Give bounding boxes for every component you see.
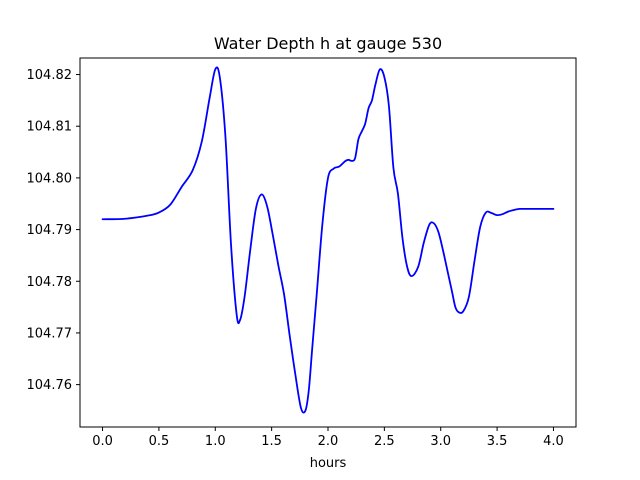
y-tick-label: 104.78	[27, 275, 73, 290]
y-tick-label: 104.76	[27, 378, 73, 393]
chart-title: Water Depth h at gauge 530	[214, 34, 442, 53]
y-tick-label: 104.82	[27, 68, 73, 83]
y-tick-label: 104.79	[27, 223, 73, 238]
x-tick-label: 3.0	[430, 434, 451, 449]
x-tick-label: 2.0	[318, 434, 339, 449]
y-tick-label: 104.77	[27, 326, 73, 341]
x-axis-label: hours	[310, 456, 347, 471]
y-axis-ticks: 104.76 104.77 104.78 104.79 104.80 104.81 104.…	[27, 68, 80, 393]
x-axis-ticks: 0.0 0.5 1.0 1.5 2.0 2.5 3.0 3.5 4.0	[92, 427, 564, 449]
y-tick-label: 104.80	[27, 171, 73, 186]
x-tick-label: 0.5	[149, 434, 170, 449]
x-tick-label: 2.5	[374, 434, 395, 449]
series-line	[101, 66, 555, 414]
y-tick-label: 104.81	[27, 120, 73, 135]
x-tick-label: 0.0	[92, 434, 113, 449]
x-tick-label: 1.5	[261, 434, 282, 449]
x-tick-label: 4.0	[543, 434, 564, 449]
x-tick-label: 3.5	[487, 434, 508, 449]
x-tick-label: 1.0	[205, 434, 226, 449]
